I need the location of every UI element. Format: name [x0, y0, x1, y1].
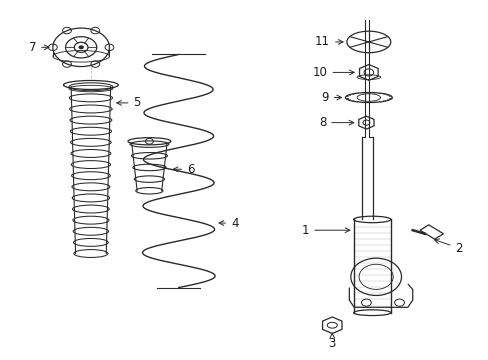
Text: 7: 7: [29, 41, 49, 54]
Text: 11: 11: [314, 35, 342, 49]
Text: 8: 8: [318, 116, 353, 129]
Text: 6: 6: [173, 163, 194, 176]
Text: 2: 2: [433, 239, 462, 255]
Text: 1: 1: [301, 224, 349, 237]
Text: 10: 10: [312, 66, 353, 79]
Text: 3: 3: [328, 333, 335, 350]
Text: 9: 9: [321, 91, 341, 104]
Text: 4: 4: [219, 216, 238, 230]
Circle shape: [78, 45, 84, 49]
Text: 5: 5: [117, 96, 141, 109]
